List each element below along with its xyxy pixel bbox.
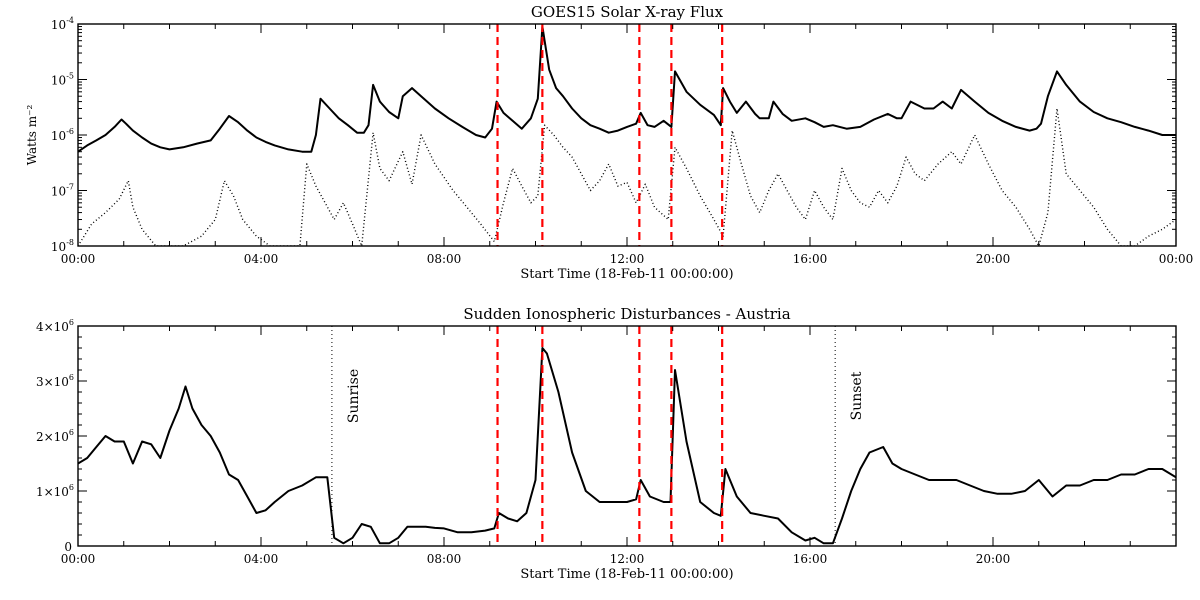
y-tick-label: 2×106 xyxy=(36,428,74,444)
chart-title: Sudden Ionospheric Disturbances - Austri… xyxy=(463,305,790,323)
x-axis-label: Start Time (18-Feb-11 00:00:00) xyxy=(520,567,733,582)
plot-area xyxy=(78,326,1176,546)
xray-panel: 00:00 04:00 08:00 12:00 16:00 20:00 00:0010-41… xyxy=(25,3,1193,282)
y-tick-base: 4×10 xyxy=(36,320,69,334)
y-tick-exp: -7 xyxy=(66,183,74,192)
y-tick-base: 10 xyxy=(51,74,66,88)
y-tick-label: 10-4 xyxy=(51,16,74,32)
plot-frame xyxy=(77,23,1177,247)
y-tick-exp: 6 xyxy=(69,373,74,382)
marker-label-sunset: Sunset xyxy=(849,371,865,420)
x-tick-label: 04:00 xyxy=(244,252,279,266)
y-tick-base: 2×10 xyxy=(36,430,69,444)
y-tick-label: 4×106 xyxy=(36,318,74,334)
y-tick-exp: 6 xyxy=(69,483,74,492)
x-axis-label: Start Time (18-Feb-11 00:00:00) xyxy=(520,267,733,282)
y-tick-base: 10 xyxy=(51,18,66,32)
y-tick-base: 10 xyxy=(51,240,66,254)
y-axis-label: Watts m⁻² xyxy=(25,105,39,166)
y-tick-label: 3×106 xyxy=(36,373,74,389)
x-tick-label: 04:00 xyxy=(244,552,279,566)
y-tick-exp: -5 xyxy=(66,72,74,81)
series-line-dotted xyxy=(78,107,1176,246)
x-tick-label: 12:00 xyxy=(610,252,645,266)
y-tick-base: 10 xyxy=(51,129,66,143)
y-tick-label: 10-7 xyxy=(51,183,74,199)
y-tick-label: 10-5 xyxy=(51,72,74,88)
sid-panel: Sunrise Sunset 00:00 04:00 08:00 12:00 16:00 20… xyxy=(36,305,1177,582)
x-tick-label: 00:00 xyxy=(61,252,96,266)
plot-area xyxy=(78,24,1176,246)
x-tick-label: 16:00 xyxy=(793,252,828,266)
x-tick-label: 12:00 xyxy=(610,552,645,566)
x-tick-label: 20:00 xyxy=(976,252,1011,266)
y-tick-label: 0 xyxy=(64,540,72,554)
y-tick-base: 1×10 xyxy=(36,485,69,499)
x-tick-label: 00:00 xyxy=(1159,252,1194,266)
y-tick-label: 10-6 xyxy=(51,127,74,143)
x-tick-label: 20:00 xyxy=(976,552,1011,566)
y-tick-exp: -8 xyxy=(66,238,74,247)
series-line xyxy=(78,25,1176,153)
y-tick-exp: 6 xyxy=(69,318,74,327)
x-tick-label: 16:00 xyxy=(793,552,828,566)
y-tick-exp: -6 xyxy=(66,127,74,136)
y-tick-base: 10 xyxy=(51,185,66,199)
y-tick-exp: 6 xyxy=(69,428,74,437)
y-tick-base: 3×10 xyxy=(36,375,69,389)
x-tick-label: 00:00 xyxy=(61,552,96,566)
x-tick-label: 08:00 xyxy=(427,252,462,266)
x-tick-label: 08:00 xyxy=(427,552,462,566)
y-tick-label: 10-8 xyxy=(51,238,74,254)
y-tick-label: 1×106 xyxy=(36,483,74,499)
plot-frame xyxy=(77,325,1177,547)
y-tick-exp: -4 xyxy=(66,16,74,25)
chart-title: GOES15 Solar X-ray Flux xyxy=(531,3,724,21)
series-line xyxy=(78,347,1176,545)
marker-label-sunrise: Sunrise xyxy=(346,369,362,423)
